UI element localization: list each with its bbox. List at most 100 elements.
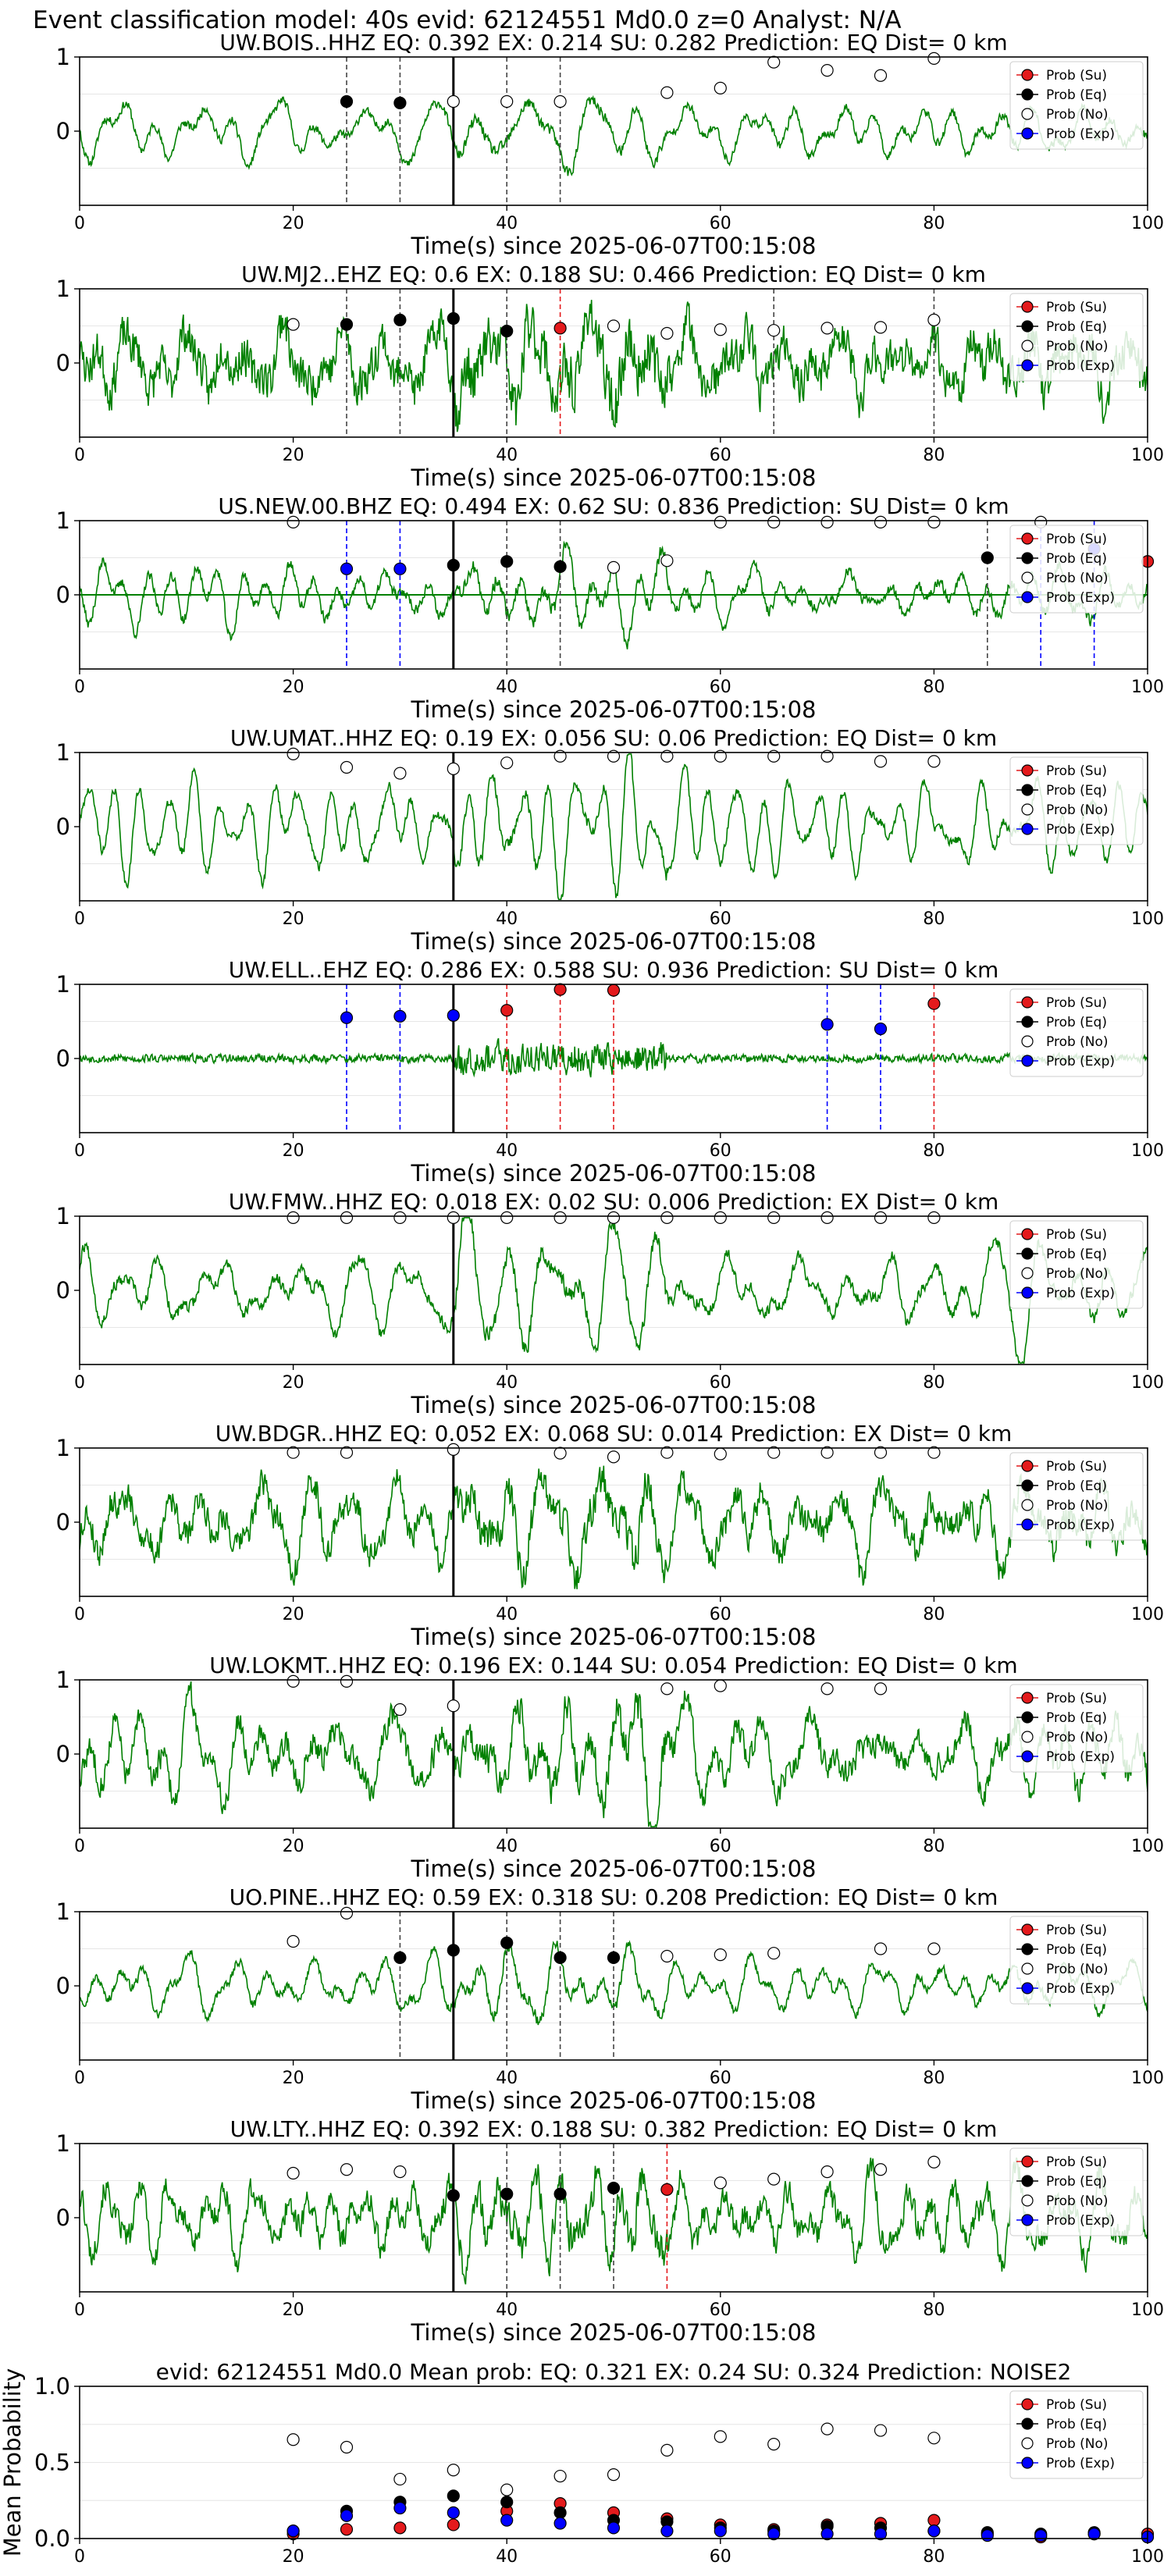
mean-marker-su [393,2521,407,2535]
legend-label: Prob (Su) [1046,2154,1107,2170]
prob-marker-no [500,1211,514,1225]
mean-marker-exp [820,2528,834,2541]
legend-label: Prob (No) [1046,802,1109,818]
mean-marker-exp [447,2506,460,2519]
prob-marker-no [447,94,460,109]
legend-label: Prob (Eq) [1046,319,1107,335]
legend-label: Prob (Exp) [1046,1981,1115,1997]
mean-marker-exp [1034,2529,1048,2542]
x-tick-label: 40 [496,1605,518,1624]
prob-marker-no [767,1446,781,1459]
y-tick-label: 1 [56,2130,70,2157]
x-tick-label: 80 [923,214,945,233]
y-tick-label: 1 [56,1203,70,1229]
prob-marker-no [553,1211,567,1225]
prob-marker-no [447,762,460,776]
x-tick-label: 20 [283,2547,304,2567]
legend-box [1009,988,1144,1077]
prob-marker-no [553,749,567,763]
y-tick-label: 1 [56,971,70,998]
y-tick-label: 1 [56,1898,70,1925]
mean-marker-su [340,2523,354,2536]
legend-box [1009,1684,1144,1773]
legend-box [1009,756,1144,845]
legend-label: Prob (No) [1046,1266,1109,1282]
plot-area [80,289,1148,437]
legend-label: Prob (No) [1046,2194,1109,2209]
legend-marker-eq [1021,552,1034,564]
prob-marker-no [447,1443,460,1457]
y-tick-label: 0 [56,1509,70,1535]
legend-marker-eq [1021,1711,1034,1724]
prob-marker-eq [447,2189,460,2202]
legend-marker-no [1021,1499,1034,1511]
legend-marker-exp [1021,1982,1034,1994]
x-tick-label: 0 [74,678,85,697]
prob-marker-no [340,1906,354,1920]
mean-marker-exp [340,2509,354,2522]
prob-marker-no [767,1947,781,1960]
mean-marker-exp [927,2524,941,2538]
x-tick-label: 60 [710,1605,731,1624]
legend-label: Prob (Exp) [1046,2213,1115,2229]
legend-label: Prob (Exp) [1046,1054,1115,1069]
x-tick-label: 100 [1131,2300,1164,2320]
prob-marker-no [660,554,674,568]
legend: Prob (Su) Prob (Eq) Prob (No) Prob (Exp) [1009,756,1144,845]
axes-frame [79,1215,1148,1365]
legend-marker-su [1021,301,1034,313]
prob-marker-no [714,749,727,763]
prob-marker-no [287,1446,300,1459]
mean-marker-no [447,2464,460,2477]
x-axis-label: Time(s) since 2025-06-07T00:15:08 [411,1856,817,1882]
legend-label: Prob (No) [1046,339,1109,354]
x-tick-label: 60 [710,214,731,233]
mean-marker-exp [874,2528,888,2541]
prob-marker-no [767,324,781,337]
prob-marker-eq [393,96,407,109]
legend-label: Prob (Eq) [1046,783,1107,799]
x-axis-label: Time(s) since 2025-06-07T00:15:08 [411,233,817,259]
x-tick-label: 0 [74,1605,85,1624]
x-tick-label: 60 [710,1837,731,1856]
prob-marker-no [287,515,300,529]
mean-marker-no [820,2422,834,2435]
mean-marker-eq [553,2506,567,2519]
plot-area [80,753,1148,901]
mean-marker-no [393,2472,407,2486]
legend: Prob (Su) Prob (Eq) Prob (No) Prob (Exp) [1009,2390,1144,2479]
panel-1: UW.BOIS..HHZ EQ: 0.392 EX: 0.214 SU: 0.2… [56,30,1164,259]
prob-marker-no [607,1211,621,1225]
prob-marker-no [820,2165,834,2179]
prob-marker-no [767,2172,781,2186]
axes-frame [79,1679,1148,1829]
prob-marker-no [660,1949,674,1963]
waveform-trace [80,1940,1148,2026]
prob-marker-no [820,1682,834,1695]
prob-marker-no [927,2155,941,2169]
legend-marker-no [1021,1962,1034,1975]
legend-marker-su [1021,69,1034,81]
prob-marker-no [660,1682,674,1695]
prob-marker-no [767,749,781,763]
mean-marker-no [714,2430,727,2443]
panel-title: US.NEW.00.BHZ EQ: 0.494 EX: 0.62 SU: 0.8… [218,493,1009,519]
x-tick-label: 40 [496,2069,518,2088]
x-tick-label: 60 [710,2547,731,2567]
waveform-trace [80,94,1148,176]
prob-marker-no [607,1450,621,1464]
prob-marker-eq [553,560,567,574]
legend-label: Prob (Exp) [1046,358,1115,374]
legend-label: Prob (Eq) [1046,1015,1107,1030]
x-tick-label: 80 [923,678,945,697]
prob-marker-no [714,515,727,529]
prob-marker-no [927,52,941,66]
mean-marker-exp [607,2521,621,2535]
x-tick-label: 0 [74,2300,85,2320]
legend-marker-su [1021,2155,1034,2168]
y-tick-label: 0.5 [34,2450,70,2476]
y-tick-label: 1 [56,739,70,766]
prob-marker-no [874,2163,888,2176]
prob-marker-no [874,515,888,529]
x-tick-label: 60 [710,446,731,465]
